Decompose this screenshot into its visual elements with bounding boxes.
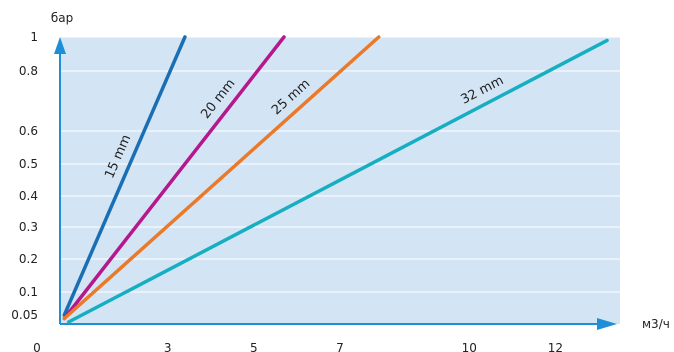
x-tick-label: 10 (462, 341, 477, 352)
y-tick-label: 0.05 (11, 308, 38, 322)
grid-lines (60, 36, 620, 293)
y-tick-label: 0.1 (19, 285, 38, 299)
x-tick-label: 12 (548, 341, 563, 352)
x-tick-label: 3 (164, 341, 172, 352)
x-tick-label: 5 (250, 341, 258, 352)
series-lines (62, 35, 609, 324)
y-tick-label: 0.4 (19, 189, 38, 203)
y-tick-label: 0.5 (19, 157, 38, 171)
x-axis-arrow-icon (597, 318, 617, 330)
series-line (62, 35, 381, 321)
y-tick-label: 1 (30, 30, 38, 44)
series-line (66, 38, 609, 324)
y-tick-label: 0.2 (19, 252, 38, 266)
x-tick-labels: 3 5 7 10 12 (164, 341, 563, 352)
series-line (62, 35, 187, 317)
axes (54, 37, 617, 330)
y-tick-label: 0.6 (19, 124, 38, 138)
series-line (62, 35, 286, 321)
x-axis-label: м3/ч (642, 317, 670, 331)
x-tick-label: 7 (336, 341, 344, 352)
y-tick-label: 0.8 (19, 64, 38, 78)
y-axis-arrow-icon (54, 37, 66, 54)
y-axis-label: бар (51, 11, 73, 25)
y-tick-labels: 0.05 0.1 0.2 0.3 0.4 0.5 0.6 0.8 1 (11, 30, 38, 322)
y-tick-label: 0.3 (19, 220, 38, 234)
x-origin-label: 0 (33, 341, 41, 352)
